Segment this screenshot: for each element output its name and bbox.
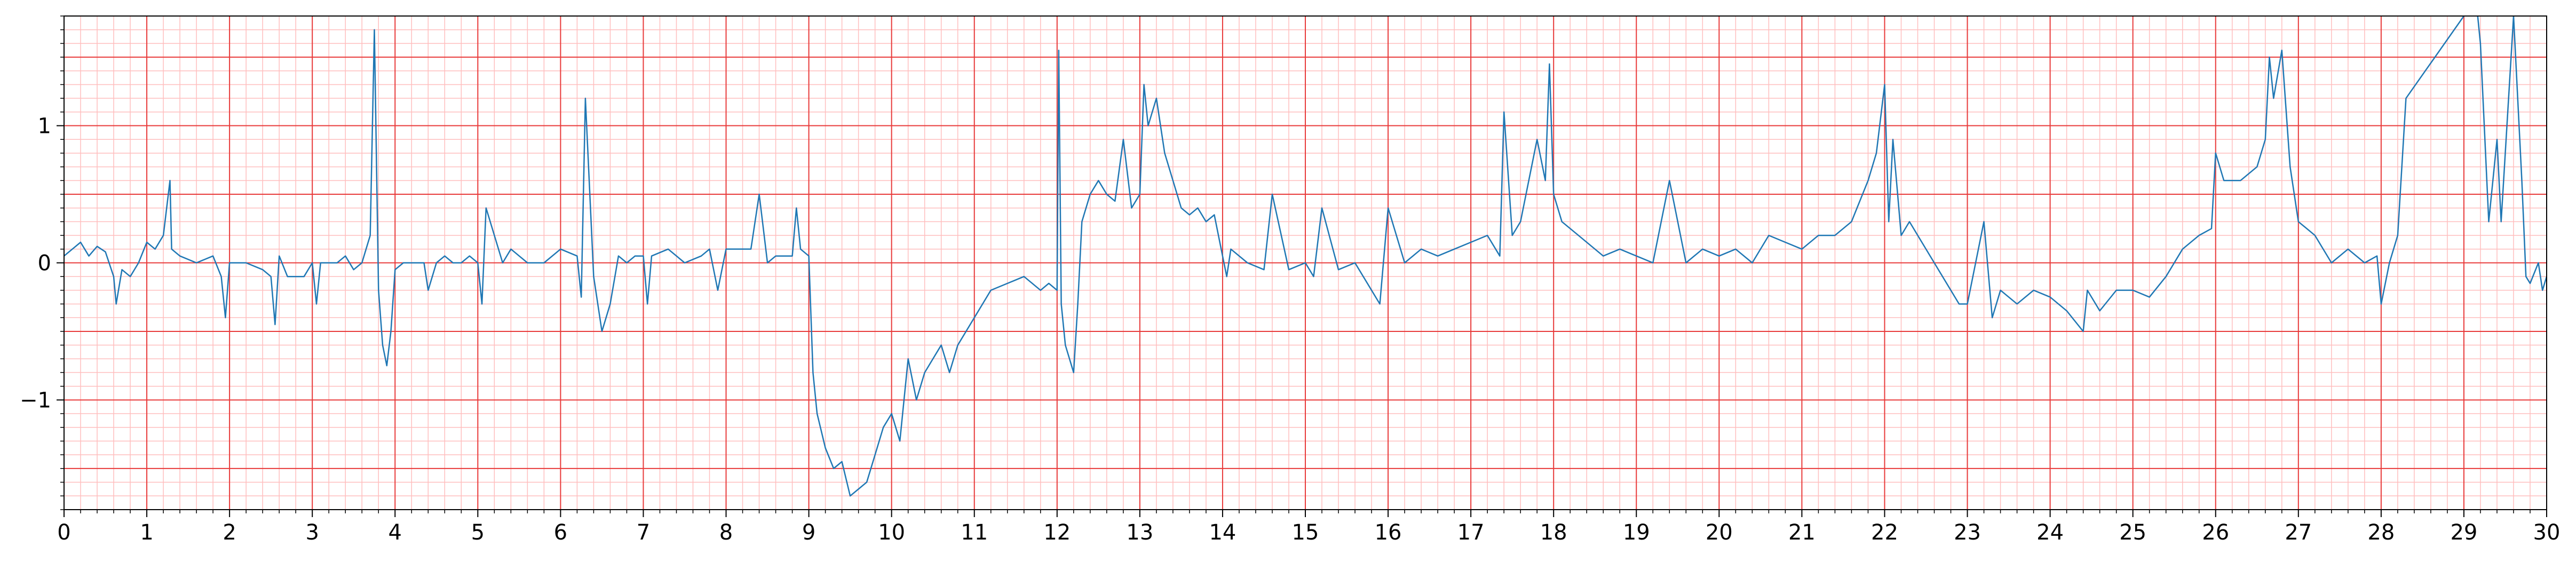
x-tick-label: 15	[1292, 520, 1319, 545]
x-tick-label: 24	[2036, 520, 2064, 545]
x-tick-label: 19	[1623, 520, 1650, 545]
x-tick-label: 20	[1706, 520, 1733, 545]
plot-area	[64, 15, 2547, 510]
y-axis-ticks: −1 0 1	[20, 15, 64, 510]
x-tick-label: 25	[2119, 520, 2146, 545]
x-tick-label: 26	[2202, 520, 2229, 545]
x-tick-label: 27	[2285, 520, 2312, 545]
x-tick-label: 5	[471, 520, 485, 545]
x-tick-label: 23	[1954, 520, 1981, 545]
x-tick-label: 0	[57, 520, 70, 545]
series-line	[64, 16, 2547, 497]
x-tick-label: 8	[719, 520, 733, 545]
x-tick-label: 7	[637, 520, 650, 545]
x-tick-label: 11	[961, 520, 988, 545]
x-tick-label: 14	[1209, 520, 1236, 545]
x-tick-label: 22	[1871, 520, 1898, 545]
x-tick-label: 18	[1540, 520, 1567, 545]
x-tick-label: 12	[1043, 520, 1071, 545]
x-tick-label: 1	[140, 520, 153, 545]
x-tick-label: 21	[1788, 520, 1816, 545]
x-tick-label: 9	[802, 520, 815, 545]
x-tick-label: 16	[1375, 520, 1402, 545]
y-tick-label: 0	[38, 251, 51, 276]
x-tick-label: 2	[223, 520, 236, 545]
x-tick-label: 10	[878, 520, 905, 545]
y-tick-label: −1	[20, 388, 51, 413]
x-tick-label: 4	[389, 520, 402, 545]
x-tick-label: 28	[2367, 520, 2395, 545]
x-tick-label: 3	[305, 520, 319, 545]
x-axis-ticks: 0 1 2 3 4 5 6 7 8 9 10 11 12 13 14 15 16 17 18 19 20 21 22 23 24…	[57, 510, 2560, 545]
x-tick-label: 30	[2533, 520, 2561, 545]
x-tick-label: 29	[2450, 520, 2477, 545]
series-group	[64, 16, 2547, 497]
x-tick-label: 17	[1457, 520, 1485, 545]
y-tick-label: 1	[38, 114, 51, 139]
x-tick-label: 6	[554, 520, 567, 545]
x-tick-label: 13	[1126, 520, 1153, 545]
